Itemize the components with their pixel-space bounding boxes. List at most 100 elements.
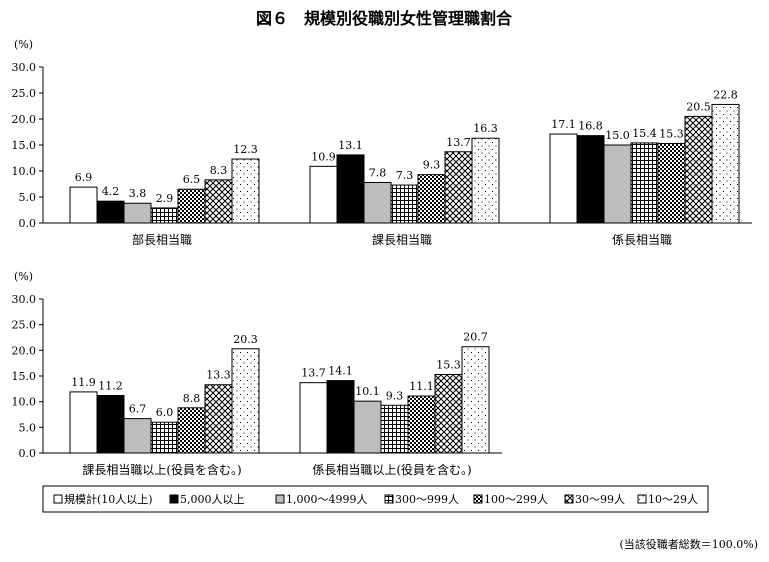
data-label-g1-s5: 13.7 xyxy=(446,136,471,149)
y-tick-label: 25.0 xyxy=(12,319,37,332)
legend-swatch-3 xyxy=(384,494,394,504)
data-label-g2-s1: 16.8 xyxy=(578,120,603,133)
category-label-3: 課長相当職以上(役員を含む。) xyxy=(82,462,241,477)
bar-g2-s6 xyxy=(711,103,740,224)
data-label-g3-s6: 20.3 xyxy=(233,333,258,346)
data-label-g0-s4: 6.5 xyxy=(183,173,201,186)
category-label-0: 部長相当職 xyxy=(132,232,192,247)
bar-g4-s5 xyxy=(434,373,463,454)
data-label-g4-s6: 20.7 xyxy=(463,331,488,344)
legend-box xyxy=(42,485,709,513)
data-label-g2-s3: 15.4 xyxy=(632,127,657,140)
data-label-g4-s4: 11.1 xyxy=(409,380,434,393)
data-label-g1-s1: 13.1 xyxy=(338,139,363,152)
data-label-g4-s5: 15.3 xyxy=(436,358,461,371)
bar-g4-s3 xyxy=(380,404,409,454)
bar-g0-s1 xyxy=(96,200,125,224)
legend-swatch-5 xyxy=(564,494,574,504)
bar-g4-s6 xyxy=(461,346,490,454)
legend-label-3: 300～999人 xyxy=(395,493,459,506)
bar-g2-s4 xyxy=(657,142,686,224)
bar-g1-s3 xyxy=(390,184,419,224)
total-note: (当該役職者総数＝100.0%) xyxy=(619,537,758,551)
bar-g2-s0 xyxy=(549,133,578,224)
bar-g4-s4 xyxy=(407,395,436,454)
category-label-1: 課長相当職 xyxy=(372,232,432,247)
chart-row-1: (%) 0.0 5.0 10.0 15.0 20.0 25.0 30.0 11.9 11.2 6.7… xyxy=(12,270,502,477)
bar-g0-s3 xyxy=(150,207,179,224)
group-3: 11.9 11.2 6.7 6.0 8.8 13.3 20.3 課長相当職以上(役員を含む。) xyxy=(69,333,260,477)
bar-g2-s1 xyxy=(576,135,605,224)
chart-title: 図６ 規模別役職別女性管理職割合 xyxy=(256,9,513,28)
unit-label: (%) xyxy=(14,270,33,283)
y-tick-label: 0.0 xyxy=(19,447,37,460)
category-label-4: 係長相当職以上(役員を含む。) xyxy=(312,462,471,477)
bar-g1-s4 xyxy=(417,174,446,224)
y-tick-label: 10.0 xyxy=(12,396,37,409)
bar-g1-s5 xyxy=(444,151,473,224)
legend-label-1: 5,000人以上 xyxy=(180,493,245,506)
y-tick-label: 20.0 xyxy=(12,344,37,357)
y-tick-label: 5.0 xyxy=(19,421,37,434)
data-label-g1-s2: 7.8 xyxy=(369,166,387,179)
data-label-g0-s5: 8.3 xyxy=(210,164,228,177)
bar-g3-s2 xyxy=(123,418,152,454)
bar-g0-s0 xyxy=(69,186,98,224)
data-label-g4-s0: 13.7 xyxy=(301,367,326,380)
data-label-g2-s4: 15.3 xyxy=(659,127,684,140)
data-label-g3-s4: 8.8 xyxy=(183,392,201,405)
bar-g1-s0 xyxy=(309,165,338,224)
unit-label: (%) xyxy=(14,38,33,51)
data-label-g2-s6: 22.8 xyxy=(713,88,738,101)
y-tick-label: 0.0 xyxy=(19,217,37,230)
data-label-g4-s2: 10.1 xyxy=(355,385,380,398)
legend-swatch-0 xyxy=(53,494,63,504)
y-tick-label: 25.0 xyxy=(12,87,37,100)
data-label-g0-s6: 12.3 xyxy=(233,143,258,156)
legend-label-5: 30～99人 xyxy=(575,493,625,506)
y-tick-label: 5.0 xyxy=(19,191,37,204)
bar-g4-s1 xyxy=(326,380,355,454)
data-label-g3-s2: 6.7 xyxy=(129,403,147,416)
data-label-g0-s1: 4.2 xyxy=(102,185,120,198)
bar-g3-s4 xyxy=(177,407,206,454)
legend-label-0: 規模計(10人以上) xyxy=(64,492,153,506)
legend-swatch-2 xyxy=(275,494,285,504)
data-label-g2-s5: 20.5 xyxy=(686,100,711,113)
bar-g3-s1 xyxy=(96,395,125,454)
data-label-g3-s0: 11.9 xyxy=(71,376,96,389)
bar-g3-s0 xyxy=(69,391,98,454)
category-label-2: 係長相当職 xyxy=(612,233,672,247)
data-label-g2-s0: 17.1 xyxy=(551,118,576,131)
data-label-g0-s3: 2.9 xyxy=(156,192,174,205)
group-1: 10.913.1 7.8 7.3 9.3 13.716.3 課長相当職 xyxy=(309,122,500,247)
group-0: 6.9 4.2 3.8 2.9 6.5 8.3 12.3 部長相当職 xyxy=(69,143,260,247)
bar-g0-s2 xyxy=(123,202,152,224)
bar-g1-s2 xyxy=(363,181,392,224)
legend: 規模計(10人以上) 5,000人以上 1,000～4999人 300～999人 100… xyxy=(42,485,709,513)
data-label-g1-s3: 7.3 xyxy=(396,169,414,182)
data-label-g2-s2: 15.0 xyxy=(605,129,630,142)
bar-g4-s0 xyxy=(299,382,328,454)
y-tick-label: 30.0 xyxy=(12,293,37,306)
bar-g2-s2 xyxy=(603,144,632,224)
data-label-g0-s0: 6.9 xyxy=(75,171,93,184)
y-tick-label: 20.0 xyxy=(12,113,37,126)
legend-label-2: 1,000～4999人 xyxy=(286,493,368,506)
group-2: 17.1 16.815.0 15.4 15.3 20.522.8 係長相当職 xyxy=(549,88,740,247)
legend-swatch-4 xyxy=(473,494,483,504)
y-tick-label: 15.0 xyxy=(12,370,37,383)
data-label-g0-s2: 3.8 xyxy=(129,187,147,200)
bar-g3-s6 xyxy=(231,348,260,454)
y-tick-label: 15.0 xyxy=(12,139,37,152)
legend-label-4: 100～299人 xyxy=(484,493,548,506)
bar-g0-s6 xyxy=(231,158,260,224)
bar-g4-s2 xyxy=(353,400,382,454)
bar-g2-s3 xyxy=(630,142,659,224)
y-tick-label: 30.0 xyxy=(12,61,37,74)
data-label-g4-s3: 9.3 xyxy=(386,389,404,402)
legend-swatch-6 xyxy=(637,494,647,504)
legend-swatch-1 xyxy=(169,494,179,504)
bar-g3-s5 xyxy=(204,384,233,454)
legend-label-6: 10～29人 xyxy=(648,493,698,506)
